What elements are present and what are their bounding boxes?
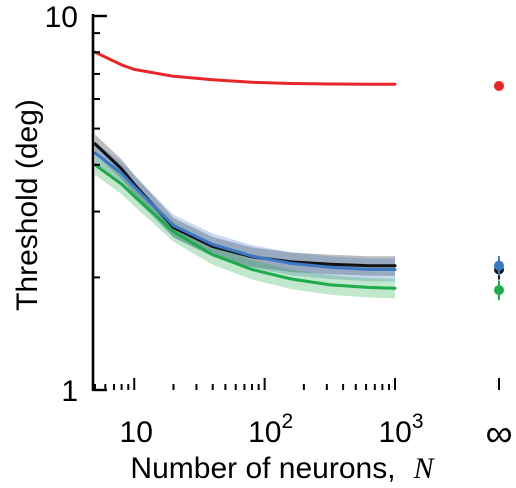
- x-tick-label-infinity: ∞: [485, 413, 512, 455]
- x-ticks: [94, 378, 396, 390]
- series-line-3: [93, 163, 397, 290]
- infinity-point-0: [494, 80, 504, 91]
- series-line-0: [93, 50, 397, 86]
- x-axis-label: Number of neurons, N: [130, 452, 435, 485]
- y-ticks: [93, 14, 107, 392]
- y-tick-label-10: 10: [45, 1, 78, 34]
- y-tick-label-1: 1: [61, 375, 78, 408]
- y-axis-label: Threshold (deg): [11, 99, 44, 311]
- series-lines: [93, 50, 397, 290]
- infinity-points: [494, 80, 504, 301]
- x-tick-label-100: 102: [248, 410, 293, 449]
- series-band-3: [95, 155, 395, 299]
- series-line-2: [93, 151, 397, 271]
- x-tick-label-1000: 103: [378, 410, 423, 449]
- infinity-point-2: [494, 260, 504, 271]
- x-tick-label-10: 10: [120, 416, 153, 449]
- infinity-point-3: [494, 285, 504, 296]
- confidence-bands: [95, 134, 395, 299]
